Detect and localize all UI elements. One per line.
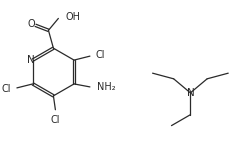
Text: Cl: Cl (1, 84, 11, 94)
Text: Cl: Cl (51, 115, 60, 125)
Text: Cl: Cl (96, 50, 105, 60)
Text: N: N (27, 55, 35, 65)
Text: O: O (28, 19, 35, 29)
Text: OH: OH (65, 12, 80, 22)
Text: N: N (187, 88, 194, 98)
Text: NH₂: NH₂ (97, 82, 115, 92)
